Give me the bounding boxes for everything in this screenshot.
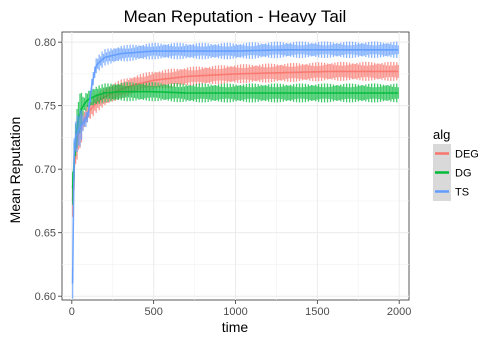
legend: alg DEG DG TS <box>433 127 479 201</box>
y-tick-label: 0.80 <box>35 37 56 49</box>
x-tick-label: 1500 <box>305 306 329 318</box>
y-tick-label: 0.65 <box>35 228 56 240</box>
y-axis-label: Mean Reputation <box>7 117 23 224</box>
series-ts <box>71 41 399 299</box>
x-tick-label: 1000 <box>223 306 247 318</box>
y-tick-label: 0.60 <box>35 291 56 303</box>
y-tick-label: 0.70 <box>35 164 56 176</box>
legend-item-dg: DG <box>433 163 472 182</box>
series-layer <box>71 41 399 299</box>
legend-label-dg: DG <box>455 168 472 180</box>
legend-title: alg <box>433 127 450 142</box>
series-line-ts <box>71 49 399 284</box>
x-axis-label: time <box>222 319 249 335</box>
series-line-dg <box>71 90 399 189</box>
axis-layer: 0 500 1000 1500 2000 0.60 0.65 0.70 0.75 0.80 <box>35 37 412 318</box>
legend-label-deg: DEG <box>455 149 479 161</box>
y-tick-label: 0.75 <box>35 101 56 113</box>
x-tick-label: 2000 <box>387 306 411 318</box>
legend-items: DEG DG TS <box>433 144 479 201</box>
legend-label-ts: TS <box>455 187 469 199</box>
chart-title: Mean Reputation - Heavy Tail <box>124 7 347 26</box>
legend-item-ts: TS <box>433 182 469 201</box>
x-tick-label: 0 <box>69 306 75 318</box>
x-tick-label: 500 <box>144 306 162 318</box>
legend-item-deg: DEG <box>433 144 479 163</box>
